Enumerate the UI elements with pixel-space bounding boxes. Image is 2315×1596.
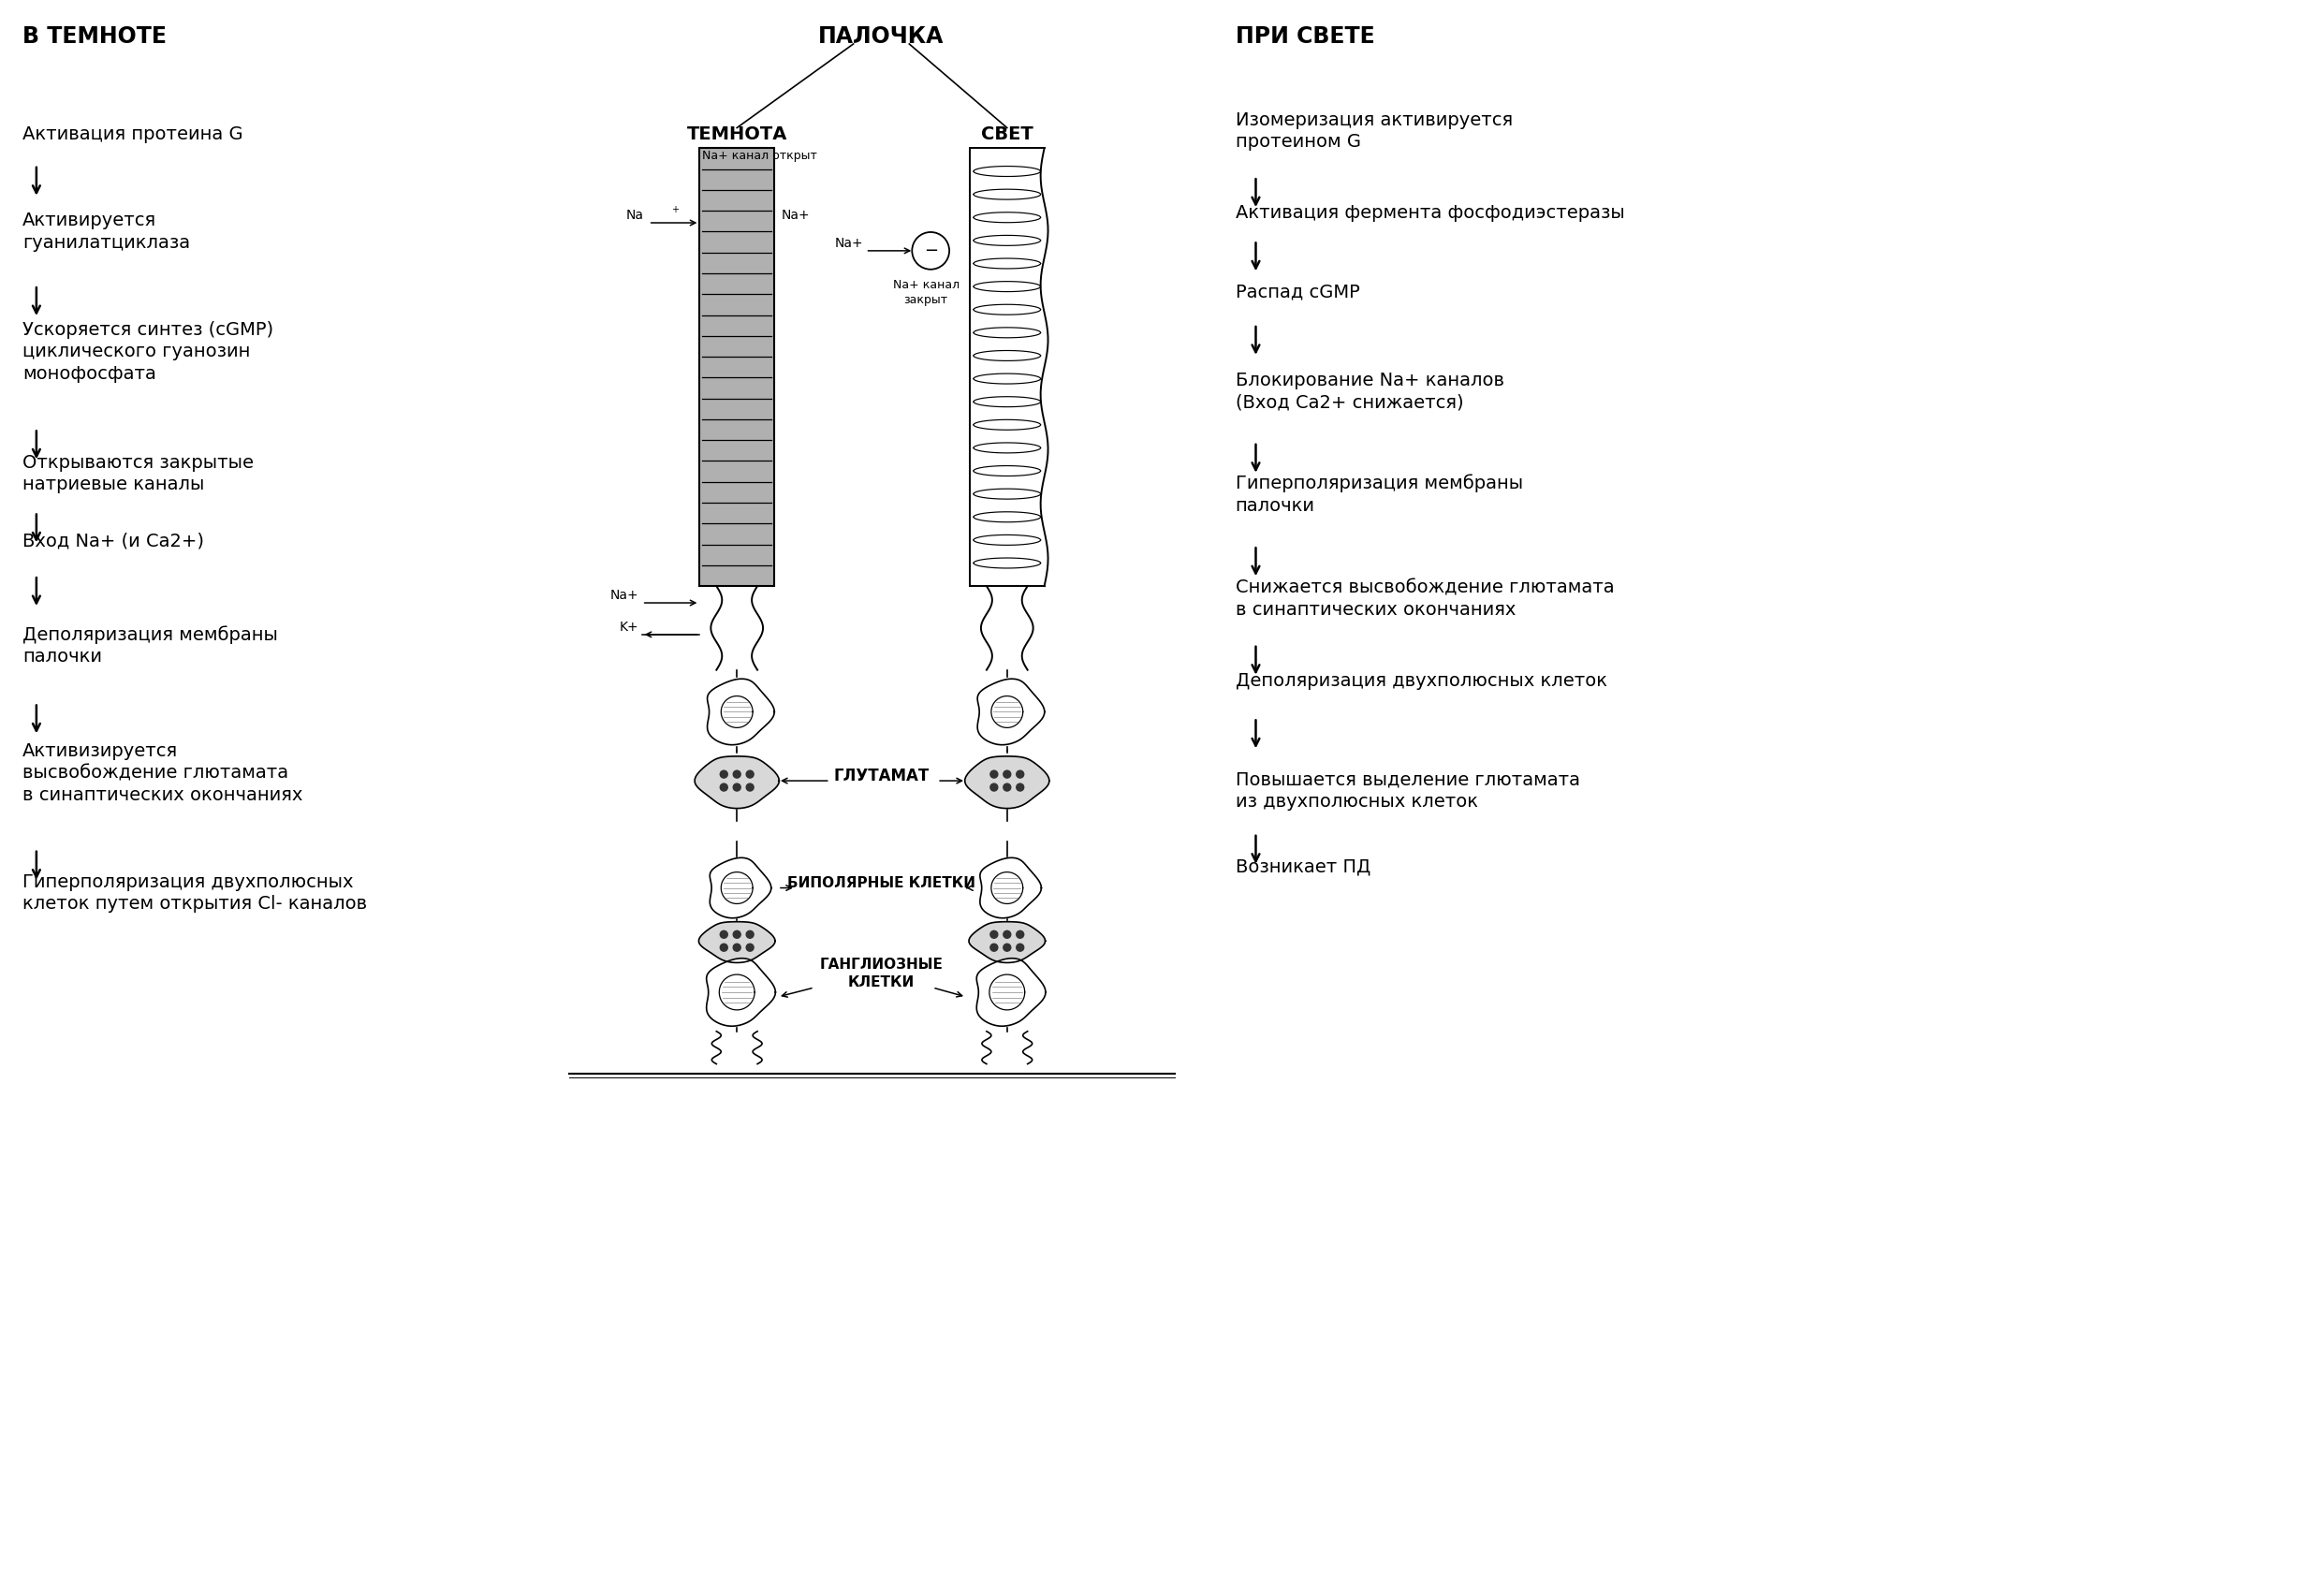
Circle shape: [1002, 930, 1012, 938]
Text: ТЕМНОТА: ТЕМНОТА: [688, 124, 787, 142]
Text: Активируется
гуанилатциклаза: Активируется гуанилатциклаза: [23, 212, 190, 252]
Circle shape: [991, 771, 998, 777]
Circle shape: [1002, 784, 1012, 792]
Polygon shape: [694, 757, 780, 809]
Text: ГАНГЛИОЗНЫЕ
КЛЕТКИ: ГАНГЛИОЗНЫЕ КЛЕТКИ: [820, 958, 942, 990]
Circle shape: [720, 784, 727, 792]
Text: Повышается выделение глютамата
из двухполюсных клеток: Повышается выделение глютамата из двухпо…: [1236, 771, 1579, 811]
Circle shape: [1002, 771, 1012, 777]
Text: Активация протеина G: Активация протеина G: [23, 124, 243, 142]
Text: K+: K+: [620, 621, 639, 634]
Polygon shape: [711, 857, 771, 918]
Text: Na+: Na+: [836, 236, 863, 251]
Text: В ТЕМНОТЕ: В ТЕМНОТЕ: [23, 26, 167, 48]
Polygon shape: [970, 922, 1046, 962]
Text: Na+ канал
закрыт: Na+ канал закрыт: [894, 279, 958, 306]
Circle shape: [745, 930, 755, 938]
Text: −: −: [924, 243, 938, 259]
Circle shape: [745, 784, 755, 792]
Text: +: +: [671, 204, 678, 214]
Text: Na: Na: [625, 209, 644, 222]
Polygon shape: [708, 678, 776, 745]
Text: Деполяризация мембраны
палочки: Деполяризация мембраны палочки: [23, 626, 278, 666]
Circle shape: [1016, 771, 1023, 777]
Circle shape: [720, 771, 727, 777]
Text: ПАЛОЧКА: ПАЛОЧКА: [820, 26, 945, 48]
Circle shape: [1016, 784, 1023, 792]
Circle shape: [734, 784, 741, 792]
Text: Блокирование Na+ каналов
(Вход Ca2+ снижается): Блокирование Na+ каналов (Вход Ca2+ сниж…: [1236, 372, 1505, 412]
Text: Вход Na+ (и Ca2+): Вход Na+ (и Ca2+): [23, 531, 204, 551]
Polygon shape: [965, 757, 1049, 809]
Circle shape: [991, 930, 998, 938]
Text: Активизируется
высвобождение глютамата
в синаптических окончаниях: Активизируется высвобождение глютамата в…: [23, 742, 303, 804]
Text: Распад cGMP: Распад cGMP: [1236, 284, 1359, 302]
Polygon shape: [706, 958, 776, 1026]
Bar: [699, 148, 773, 586]
Circle shape: [720, 943, 727, 951]
Polygon shape: [977, 678, 1044, 745]
Circle shape: [1016, 930, 1023, 938]
Text: БИПОЛЯРНЫЕ КЛЕТКИ: БИПОЛЯРНЫЕ КЛЕТКИ: [787, 876, 975, 891]
Circle shape: [912, 231, 949, 270]
Circle shape: [1016, 943, 1023, 951]
Circle shape: [991, 943, 998, 951]
Text: Ускоряется синтез (cGMP)
циклического гуанозин
монофосфата: Ускоряется синтез (cGMP) циклического гу…: [23, 321, 273, 383]
Circle shape: [745, 943, 755, 951]
Text: ГЛУТАМАТ: ГЛУТАМАТ: [833, 768, 928, 785]
Text: Гиперполяризация мембраны
палочки: Гиперполяризация мембраны палочки: [1236, 474, 1523, 516]
Text: Деполяризация двухполюсных клеток: Деполяризация двухполюсных клеток: [1236, 672, 1607, 689]
Text: Na+: Na+: [782, 209, 810, 222]
Polygon shape: [977, 958, 1046, 1026]
Text: Активация фермента фосфодиэстеразы: Активация фермента фосфодиэстеразы: [1236, 204, 1625, 222]
Polygon shape: [979, 857, 1042, 918]
Circle shape: [734, 771, 741, 777]
Circle shape: [991, 784, 998, 792]
Circle shape: [745, 771, 755, 777]
Text: Возникает ПД: Возникает ПД: [1236, 859, 1370, 876]
Text: Na+ канал открыт: Na+ канал открыт: [701, 150, 817, 163]
Text: Снижается высвобождение глютамата
в синаптических окончаниях: Снижается высвобождение глютамата в сина…: [1236, 579, 1614, 618]
Circle shape: [734, 943, 741, 951]
Text: Открываются закрытые
натриевые каналы: Открываются закрытые натриевые каналы: [23, 453, 255, 493]
Text: ПРИ СВЕТЕ: ПРИ СВЕТЕ: [1236, 26, 1375, 48]
Text: Гиперполяризация двухполюсных
клеток путем открытия Cl- каналов: Гиперполяризация двухполюсных клеток пут…: [23, 873, 368, 913]
Polygon shape: [699, 922, 776, 962]
Text: СВЕТ: СВЕТ: [982, 124, 1032, 142]
Text: Изомеризация активируется
протеином G: Изомеризация активируется протеином G: [1236, 112, 1512, 150]
Circle shape: [720, 930, 727, 938]
Circle shape: [734, 930, 741, 938]
Circle shape: [1002, 943, 1012, 951]
Text: Na+: Na+: [611, 589, 639, 602]
